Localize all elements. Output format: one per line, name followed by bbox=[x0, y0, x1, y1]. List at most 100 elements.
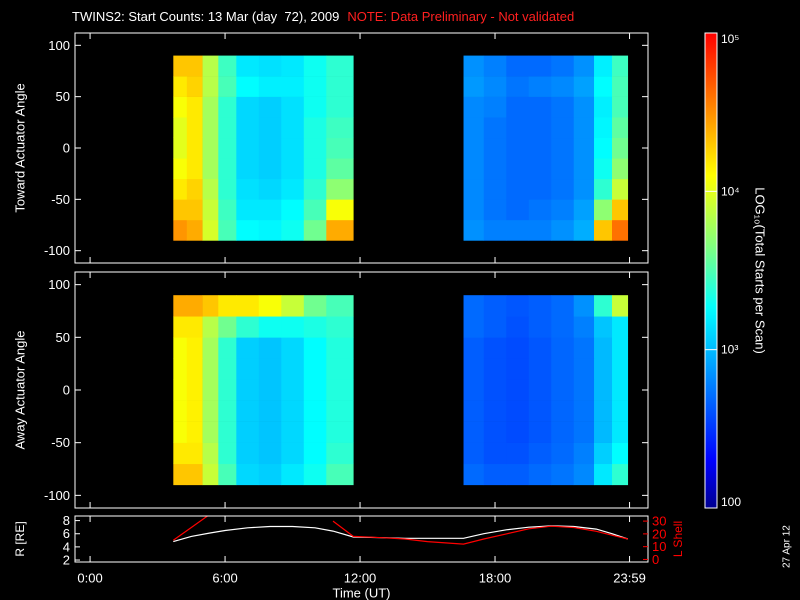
heatmap-cell bbox=[528, 463, 552, 486]
heatmap-cell bbox=[463, 295, 485, 317]
heatmap-cell bbox=[506, 76, 530, 97]
heatmap-cell bbox=[281, 295, 305, 317]
heatmap-cell bbox=[573, 463, 595, 486]
date-stamp: 27 Apr 12 bbox=[782, 525, 793, 568]
heatmap-cell bbox=[483, 76, 507, 97]
heatmap-cell bbox=[594, 158, 613, 180]
heatmap-cell bbox=[186, 358, 203, 380]
heatmap-cell bbox=[202, 337, 219, 359]
y2-tick-label: 10 bbox=[652, 539, 666, 554]
heatmap-cell bbox=[551, 137, 575, 159]
heatmap-cell bbox=[463, 379, 485, 401]
heatmap-cell bbox=[236, 400, 260, 422]
heatmap-cell bbox=[303, 117, 327, 139]
heatmap-cell bbox=[528, 442, 552, 465]
heatmap-cell bbox=[551, 55, 575, 77]
heatmap-cell bbox=[236, 219, 260, 241]
x-tick-label: 23:59 bbox=[613, 571, 646, 586]
heatmap-cell bbox=[573, 219, 595, 241]
y-tick-label: 100 bbox=[48, 38, 70, 53]
heatmap-cell bbox=[551, 316, 575, 338]
heatmap-cell bbox=[173, 219, 188, 241]
heatmap-cell bbox=[463, 158, 485, 180]
x-axis-label: Time (UT) bbox=[332, 586, 390, 600]
heatmap-cell bbox=[506, 358, 530, 380]
x-tick-label: 18:00 bbox=[479, 571, 512, 586]
y-tick-label: -100 bbox=[44, 243, 70, 258]
heatmap-cell bbox=[594, 295, 613, 317]
heatmap-cell bbox=[236, 199, 260, 221]
heatmap-cell bbox=[506, 199, 530, 221]
colorbar-tick-label: 100 bbox=[721, 495, 741, 509]
heatmap-cell bbox=[202, 463, 219, 486]
heatmap-cell bbox=[612, 379, 629, 401]
heatmap-cell bbox=[303, 337, 327, 359]
heatmap-cell bbox=[528, 96, 552, 118]
heatmap-cell bbox=[483, 137, 507, 159]
heatmap-cell bbox=[303, 199, 327, 221]
heatmap-cell bbox=[612, 96, 629, 118]
heatmap-cell bbox=[463, 96, 485, 118]
heatmap-cell bbox=[551, 178, 575, 200]
heatmap-cell bbox=[218, 178, 237, 200]
heatmap-cell bbox=[186, 379, 203, 401]
heatmap-cell bbox=[326, 117, 354, 139]
heatmap-cell bbox=[594, 219, 613, 241]
heatmap-cell bbox=[483, 199, 507, 221]
heatmap-cell bbox=[506, 158, 530, 180]
heatmap-cell bbox=[173, 55, 188, 77]
heatmap-cell bbox=[506, 316, 530, 338]
heatmap-cell bbox=[258, 96, 282, 118]
heatmap-cell bbox=[573, 421, 595, 443]
heatmap-cell bbox=[281, 76, 305, 97]
heatmap-cell bbox=[326, 178, 354, 200]
heatmap-cell bbox=[326, 421, 354, 443]
heatmap-cell bbox=[573, 337, 595, 359]
heatmap-cell bbox=[202, 442, 219, 465]
heatmap-cell bbox=[303, 96, 327, 118]
heatmap-cell bbox=[202, 295, 219, 317]
heatmap-cell bbox=[551, 463, 575, 486]
heatmap-cell bbox=[173, 400, 188, 422]
heatmap-cell bbox=[186, 158, 203, 180]
heatmap-cell bbox=[483, 421, 507, 443]
heatmap-cell bbox=[594, 400, 613, 422]
heatmap-cell bbox=[202, 219, 219, 241]
heatmap-cell bbox=[202, 137, 219, 159]
heatmap-cell bbox=[173, 379, 188, 401]
heatmap-cell bbox=[463, 442, 485, 465]
heatmap-cell bbox=[303, 421, 327, 443]
heatmap-cell bbox=[463, 117, 485, 139]
y2-axis-label: L Shell bbox=[671, 521, 685, 557]
heatmap-cell bbox=[528, 421, 552, 443]
heatmap-cell bbox=[573, 55, 595, 77]
heatmap-cell bbox=[528, 379, 552, 401]
heatmap-cell bbox=[612, 158, 629, 180]
heatmap-cell bbox=[528, 158, 552, 180]
heatmap-cell bbox=[186, 96, 203, 118]
heatmap-cell bbox=[303, 400, 327, 422]
heatmap-cell bbox=[612, 316, 629, 338]
heatmap-cell bbox=[186, 178, 203, 200]
heatmap-cell bbox=[612, 358, 629, 380]
heatmap-cell bbox=[202, 358, 219, 380]
heatmap-cell bbox=[551, 199, 575, 221]
heatmap-cell bbox=[236, 137, 260, 159]
heatmap-cell bbox=[258, 400, 282, 422]
heatmap-cell bbox=[573, 158, 595, 180]
heatmap-cell bbox=[594, 55, 613, 77]
heatmap-cell bbox=[281, 316, 305, 338]
heatmap-cell bbox=[218, 442, 237, 465]
heatmap-cell bbox=[551, 219, 575, 241]
heatmap-cell bbox=[551, 117, 575, 139]
heatmap-cell bbox=[281, 337, 305, 359]
heatmap-cell bbox=[506, 463, 530, 486]
heatmap-cell bbox=[594, 379, 613, 401]
heatmap-cell bbox=[236, 158, 260, 180]
heatmap-cell bbox=[326, 316, 354, 338]
heatmap-cell bbox=[218, 295, 237, 317]
heatmap-cell bbox=[281, 137, 305, 159]
heatmap-cell bbox=[594, 117, 613, 139]
heatmap-cell bbox=[218, 158, 237, 180]
